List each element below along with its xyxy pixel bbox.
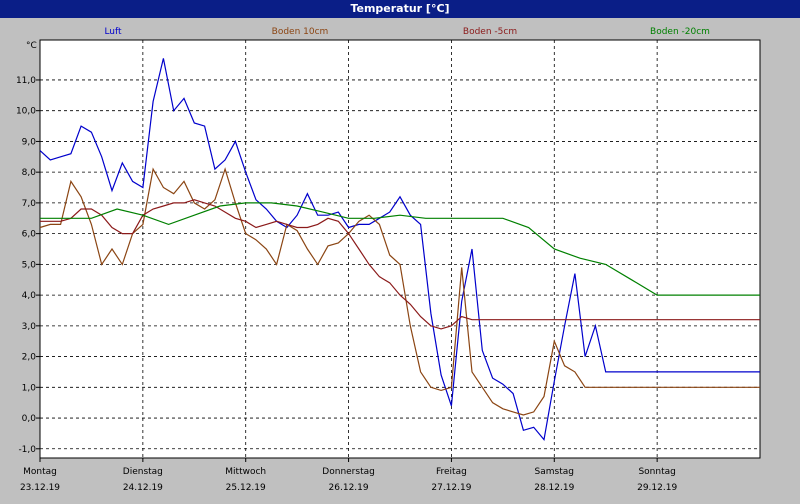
y-tick-label: 9,0 xyxy=(22,137,37,147)
series-line xyxy=(40,199,760,330)
series-line xyxy=(40,202,760,296)
x-tick-label-date: 29.12.19 xyxy=(637,483,677,493)
series-line xyxy=(39,58,760,441)
y-axis-unit-label: °C xyxy=(26,41,37,51)
y-tick-label: 6,0 xyxy=(22,230,37,240)
x-tick-label-day: Montag xyxy=(23,467,57,477)
x-tick-label-day: Samstag xyxy=(535,467,574,477)
plot-background xyxy=(39,39,761,459)
x-tick-label-day: Dienstag xyxy=(123,467,163,477)
legend-entry: Boden 10cm xyxy=(272,27,329,37)
y-tick-label: 10,0 xyxy=(16,107,36,117)
y-tick-label: 0,0 xyxy=(22,414,37,424)
y-tick-label: 8,0 xyxy=(22,168,37,178)
y-tick-label: -1,0 xyxy=(18,445,36,455)
y-tick-label: 2,0 xyxy=(22,353,37,363)
y-tick-label: 7,0 xyxy=(22,199,37,209)
y-tick-label: 4,0 xyxy=(22,291,37,301)
y-tick-label: 11,0 xyxy=(16,76,36,86)
x-tick-label-date: 24.12.19 xyxy=(123,483,163,493)
legend-entry: Boden -5cm xyxy=(463,27,517,37)
temperature-chart: -1,0 0,0 1,0 2,0 3,0 4,0 5,0 6,0 7,0 8,0 9,0 10,0 11… xyxy=(16,27,761,493)
legend-entry: Boden -20cm xyxy=(650,27,710,37)
chart-title: Temperatur [°C] xyxy=(0,0,800,18)
y-tick-label: 3,0 xyxy=(22,322,37,332)
x-tick-label-date: 25.12.19 xyxy=(226,483,266,493)
legend-entry: Luft xyxy=(104,27,122,37)
x-tick-label-date: 27.12.19 xyxy=(431,483,471,493)
chart-area: -1,0 0,0 1,0 2,0 3,0 4,0 5,0 6,0 7,0 8,0 9,0 10,0 11… xyxy=(0,18,800,500)
series-line xyxy=(39,167,760,416)
x-tick-label-date: 23.12.19 xyxy=(20,483,60,493)
y-tick-label: 1,0 xyxy=(22,383,37,393)
x-tick-label-date: 28.12.19 xyxy=(534,483,574,493)
x-tick-label-day: Donnerstag xyxy=(322,467,375,477)
x-tick-label-day: Freitag xyxy=(436,467,467,477)
x-tick-label-day: Sonntag xyxy=(638,467,675,477)
y-tick-label: 5,0 xyxy=(22,260,37,270)
x-tick-label-day: Mittwoch xyxy=(225,467,266,477)
x-tick-label-date: 26.12.19 xyxy=(329,483,369,493)
